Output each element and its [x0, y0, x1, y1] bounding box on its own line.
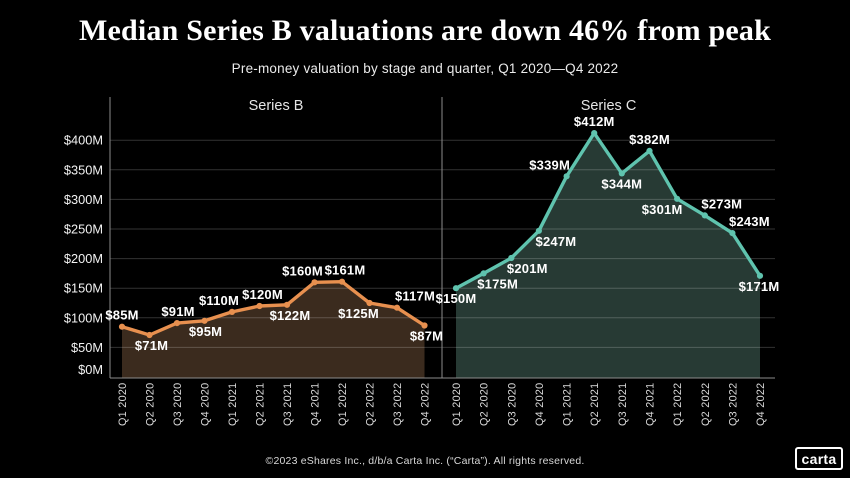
- x-tick-label: Q3 2021: [282, 383, 294, 427]
- x-tick-label: Q4 2020: [200, 383, 212, 427]
- data-point-marker: [701, 212, 708, 219]
- y-tick-label: $100M: [64, 310, 103, 325]
- data-point-label: $71M: [135, 338, 168, 353]
- data-point-label: $87M: [410, 329, 443, 344]
- data-point-label: $171M: [739, 279, 780, 294]
- chart-title: Median Series B valuations are down 46% …: [78, 14, 772, 47]
- series-line-series-c: [454, 131, 762, 290]
- data-point-label: $201M: [507, 261, 548, 276]
- data-point-marker: [756, 272, 764, 279]
- data-point-marker: [283, 301, 291, 308]
- y-tick-label: $300M: [64, 192, 103, 207]
- data-point-marker: [563, 173, 570, 180]
- data-point-marker: [480, 270, 487, 277]
- data-point-label: $247M: [536, 234, 577, 249]
- data-point-label: $301M: [642, 202, 683, 217]
- y-tick-label: $50M: [71, 340, 103, 355]
- x-tick-label: Q1 2020: [451, 383, 463, 427]
- y-tick-label: $200M: [64, 251, 103, 266]
- data-point-marker: [421, 322, 428, 329]
- carta-logo-text: carta: [801, 450, 837, 467]
- x-tick-label: Q2 2020: [145, 383, 157, 427]
- series-line-series-b: [120, 280, 427, 337]
- data-point-label: $120M: [242, 287, 283, 302]
- data-point-label: $125M: [338, 306, 379, 321]
- x-tick-label: Q3 2022: [727, 383, 739, 427]
- x-tick-label: Q2 2022: [365, 383, 377, 427]
- data-point-marker: [393, 304, 401, 311]
- x-tick-label: Q1 2021: [227, 383, 239, 427]
- x-tick-label: Q2 2021: [589, 383, 601, 427]
- data-point-label: $117M: [395, 289, 435, 304]
- data-point-marker: [146, 331, 153, 339]
- x-tick-label: Q4 2020: [534, 383, 546, 427]
- data-point-marker: [591, 130, 598, 137]
- footer-copyright: ©2023 eShares Inc., d/b/a Carta Inc. (“C…: [265, 455, 585, 467]
- data-point-marker: [535, 227, 543, 234]
- y-tick-label: $150M: [64, 281, 103, 296]
- y-tick-label: $0M: [78, 362, 103, 377]
- x-tick-label: Q2 2020: [479, 383, 491, 427]
- data-point-label: $175M: [477, 276, 518, 291]
- data-point-label: $110M: [199, 293, 239, 308]
- x-tick-label: Q4 2021: [645, 383, 657, 427]
- x-tick-label: Q2 2021: [255, 383, 267, 427]
- data-point-label: $344M: [601, 176, 642, 191]
- x-tick-label: Q4 2021: [310, 383, 322, 427]
- panel-title: Series C: [581, 98, 637, 114]
- series-area-series-c: [456, 133, 760, 378]
- data-point-label: $273M: [701, 196, 742, 211]
- x-tick-label: Q3 2020: [172, 383, 184, 427]
- y-tick-label: $400M: [64, 133, 103, 148]
- data-point-marker: [228, 308, 236, 315]
- data-point-marker: [173, 320, 181, 327]
- data-point-marker: [311, 279, 318, 286]
- data-point-label: $160M: [282, 263, 323, 278]
- x-tick-label: Q3 2022: [392, 383, 404, 427]
- data-point-marker: [729, 230, 736, 237]
- data-point-marker: [646, 147, 653, 154]
- data-point-label: $339M: [529, 157, 570, 172]
- data-point-marker: [118, 323, 126, 330]
- data-point-marker: [256, 302, 263, 310]
- data-point-marker: [508, 254, 515, 262]
- x-tick-label: Q3 2020: [506, 383, 518, 427]
- data-point-label: $150M: [436, 291, 477, 306]
- data-point-label: $91M: [161, 304, 194, 319]
- data-point-marker: [452, 285, 460, 292]
- series-area-series-b: [122, 281, 425, 378]
- data-point-label: $85M: [105, 308, 138, 323]
- x-tick-label: Q2 2022: [700, 383, 712, 427]
- x-tick-label: Q4 2022: [755, 383, 767, 427]
- chart-subtitle: Pre-money valuation by stage and quarter…: [231, 61, 619, 76]
- x-tick-label: Q3 2021: [617, 383, 629, 427]
- data-point-label: $122M: [270, 308, 311, 323]
- data-point-label: $382M: [629, 132, 670, 147]
- y-tick-label: $350M: [64, 162, 103, 177]
- x-tick-label: Q1 2021: [562, 383, 574, 427]
- panel-title: Series B: [249, 98, 304, 114]
- carta-logo: carta: [795, 447, 843, 470]
- x-tick-label: Q1 2022: [672, 383, 684, 427]
- x-tick-label: Q1 2020: [117, 383, 129, 427]
- data-point-marker: [338, 278, 346, 285]
- data-point-label: $412M: [574, 114, 615, 129]
- data-point-marker: [674, 195, 681, 202]
- data-point-marker: [366, 299, 373, 307]
- x-tick-label: Q1 2022: [337, 383, 349, 427]
- data-point-label: $95M: [189, 324, 222, 339]
- data-point-label: $243M: [729, 214, 770, 229]
- data-point-marker: [618, 170, 625, 177]
- data-point-label: $161M: [325, 263, 366, 278]
- x-tick-label: Q4 2022: [420, 383, 432, 427]
- y-tick-label: $250M: [64, 222, 103, 237]
- data-point-marker: [201, 317, 208, 324]
